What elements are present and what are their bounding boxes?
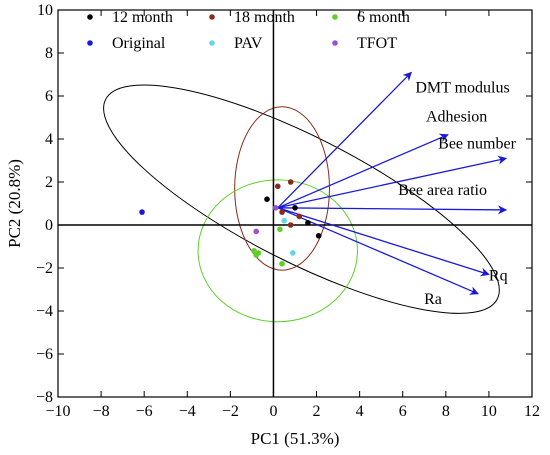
x-tick-label: 6 bbox=[399, 403, 407, 420]
x-axis-title: PC1 (51.3%) bbox=[251, 429, 340, 448]
vector-ra bbox=[277, 207, 479, 295]
x-tick-label: −4 bbox=[179, 403, 196, 420]
point-12-month bbox=[315, 232, 322, 239]
x-tick-label: 8 bbox=[442, 403, 450, 420]
point-pav bbox=[281, 217, 288, 224]
point-original bbox=[139, 209, 145, 215]
legend-label-tfot: TFOT bbox=[357, 35, 397, 52]
point-18-month bbox=[287, 179, 294, 185]
legend-marker-tfot bbox=[332, 40, 338, 46]
x-tick-label: 12 bbox=[524, 403, 540, 420]
point-6-month bbox=[277, 226, 283, 233]
y-tick-label: −6 bbox=[36, 346, 53, 363]
y-tick-label: 0 bbox=[45, 217, 53, 234]
legend-marker-18-month bbox=[209, 14, 215, 20]
y-tick-label: 2 bbox=[45, 174, 53, 191]
vector-label-adhesion: Adhesion bbox=[426, 109, 487, 126]
x-tick-label: −8 bbox=[93, 403, 110, 420]
point-12-month bbox=[305, 220, 311, 226]
legend-label-18-month: 18 month bbox=[234, 9, 295, 26]
vector-label-bee-area-ratio: Bee area ratio bbox=[398, 182, 487, 199]
point-18-month bbox=[279, 209, 285, 215]
point-6-month bbox=[251, 248, 257, 254]
ellipse-6-month bbox=[197, 179, 358, 323]
legend-marker-original bbox=[87, 40, 93, 46]
plot-frame bbox=[57, 9, 533, 398]
y-axis-title: PC2 (20.8%) bbox=[5, 159, 24, 248]
vector-label-bee-number: Bee number bbox=[438, 135, 516, 152]
ellipse-18-month bbox=[234, 106, 330, 271]
y-tick-label: 10 bbox=[37, 2, 53, 19]
score-points bbox=[139, 179, 322, 267]
point-6-month bbox=[279, 260, 285, 267]
y-tick-label: 6 bbox=[45, 88, 53, 105]
x-tick-label: −2 bbox=[222, 403, 239, 420]
x-tick-label: −10 bbox=[45, 403, 70, 420]
legend-label-pav: PAV bbox=[234, 35, 263, 52]
x-tick-label: 4 bbox=[356, 403, 364, 420]
legend-label-12-month: 12 month bbox=[112, 9, 173, 26]
point-18-month bbox=[296, 213, 303, 220]
y-tick-label: −2 bbox=[36, 260, 53, 277]
legend-marker-12-month bbox=[87, 14, 93, 20]
y-tick-label: −8 bbox=[36, 389, 53, 406]
vector-rq bbox=[277, 207, 490, 277]
vector-bee-area-ratio bbox=[277, 205, 508, 215]
legend-label-original: Original bbox=[112, 35, 166, 52]
vector-bee-number bbox=[277, 155, 508, 209]
vector-adhesion bbox=[277, 133, 449, 209]
point-6-month bbox=[255, 250, 262, 256]
x-tick-label: 2 bbox=[313, 403, 321, 420]
x-tick-label: 0 bbox=[269, 403, 277, 420]
point-18-month bbox=[287, 222, 294, 228]
point-pav bbox=[290, 250, 296, 256]
x-tick-label: −6 bbox=[136, 403, 153, 420]
vector-label-ra: Ra bbox=[424, 291, 442, 308]
y-tick-label: −4 bbox=[36, 303, 53, 320]
zero-crosshair bbox=[58, 10, 532, 397]
point-tfot bbox=[253, 228, 260, 235]
y-tick-label: 8 bbox=[45, 45, 53, 62]
vector-label-dmt-modulus: DMT modulus bbox=[415, 79, 509, 96]
legend-marker-pav bbox=[209, 40, 215, 46]
point-18-month bbox=[274, 183, 281, 190]
y-tick-label: 4 bbox=[45, 131, 53, 148]
point-12-month bbox=[264, 196, 270, 202]
legend: 12 month 18 month 6 month Original PAV TFOT bbox=[87, 9, 410, 52]
point-12-month bbox=[292, 205, 298, 211]
vector-dmt-modulus bbox=[277, 71, 412, 209]
x-tick-label: 10 bbox=[481, 403, 497, 420]
loading-vectors: DMT modulus Adhesion Bee number Bee area ra… bbox=[277, 71, 517, 308]
point-tfot bbox=[272, 205, 279, 211]
vector-label-rq: Rq bbox=[489, 267, 508, 284]
legend-marker-6-month bbox=[332, 14, 338, 20]
legend-label-6-month: 6 month bbox=[357, 9, 410, 26]
